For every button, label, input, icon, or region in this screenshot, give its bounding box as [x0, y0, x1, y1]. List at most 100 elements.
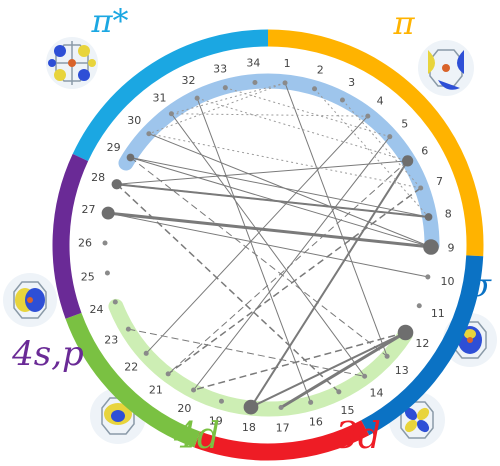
molecule-image-4sp: [3, 273, 57, 327]
node-label-11: 11: [431, 307, 445, 320]
orbital-node-23: [125, 326, 131, 332]
orbital-node-7: [418, 185, 424, 191]
edge-12-18: [250, 331, 406, 409]
orbital-node-17: [278, 404, 284, 410]
edge-33-5: [225, 87, 390, 138]
orbital-node-4: [365, 113, 371, 119]
orbital-node-2: [312, 86, 318, 92]
node-label-13: 13: [395, 364, 409, 377]
orbital-nodes: [101, 80, 439, 415]
node-label-27: 27: [82, 203, 96, 216]
node-label-28: 28: [91, 171, 105, 184]
edge-2-8: [314, 88, 429, 218]
edge-4-22: [145, 115, 369, 354]
orbital-node-10: [425, 274, 431, 280]
orbital-node-26: [102, 240, 108, 246]
orbital-node-8: [424, 213, 433, 221]
node-label-10: 10: [440, 275, 454, 288]
orbital-node-13: [384, 353, 390, 359]
node-label-23: 23: [104, 333, 118, 346]
group-label-sigma: σ: [469, 266, 492, 304]
orbital-node-12: [397, 324, 414, 341]
ring-segment-3d: [194, 420, 370, 461]
group-label-pi-star: π*: [90, 2, 128, 40]
edge-6-21: [167, 160, 408, 375]
inner-bands: [108, 73, 440, 417]
node-labels: 1234567891011121314151617181920212223242…: [78, 57, 454, 435]
node-label-6: 6: [421, 145, 428, 158]
node-label-24: 24: [90, 303, 104, 316]
orbital-node-20: [191, 387, 197, 393]
edge-28-8: [116, 183, 429, 218]
node-label-8: 8: [445, 208, 452, 221]
node-label-29: 29: [107, 141, 121, 154]
ring-segment-pi: [267, 29, 484, 257]
node-label-16: 16: [309, 416, 323, 429]
group-ring: [52, 29, 484, 461]
orbital-node-30: [146, 131, 152, 137]
orbital-node-27: [101, 206, 115, 220]
edge-6-28: [116, 160, 408, 185]
node-label-17: 17: [276, 421, 290, 434]
molecule-image-pi: [418, 40, 474, 96]
orbital-node-19: [218, 398, 224, 404]
node-label-34: 34: [246, 57, 260, 70]
upper-band: [118, 73, 440, 253]
edge-29-9: [130, 157, 432, 248]
edge-29-8: [130, 157, 429, 218]
edge-32-6: [197, 97, 408, 162]
orbital-node-3: [339, 97, 345, 103]
node-label-1: 1: [284, 57, 291, 70]
edge-28-15: [116, 183, 340, 393]
orbital-node-11: [416, 303, 422, 309]
edge-27-10: [108, 212, 428, 278]
orbital-node-18: [243, 399, 259, 415]
ring-segment-4d: [65, 312, 201, 448]
group-label-pi: π: [392, 4, 415, 42]
orbital-node-21: [165, 371, 171, 377]
group-labels: π* π σ 3d 4d 4s,p: [11, 2, 492, 457]
orbital-node-25: [104, 270, 110, 276]
ring-segment-sigma: [361, 255, 484, 436]
edge-12-17: [280, 331, 407, 409]
orbital-node-1: [282, 80, 288, 86]
edge-32-16: [196, 98, 312, 403]
orbital-node-32: [194, 95, 200, 101]
orbital-node-29: [126, 153, 135, 162]
node-label-2: 2: [317, 64, 324, 77]
node-label-22: 22: [124, 361, 138, 374]
orbital-node-6: [402, 155, 414, 167]
edge-5-20: [193, 136, 391, 391]
node-label-14: 14: [369, 386, 383, 399]
orbital-node-14: [362, 373, 368, 379]
ring-segment-4sp: [52, 153, 89, 319]
orbital-node-24: [112, 299, 118, 305]
node-label-25: 25: [81, 270, 95, 283]
node-label-30: 30: [127, 114, 141, 127]
node-label-4: 4: [377, 94, 384, 107]
orbital-node-22: [143, 350, 149, 356]
node-label-7: 7: [436, 175, 443, 188]
edge-12-20: [193, 331, 406, 391]
edge-29-13: [130, 157, 388, 357]
node-label-33: 33: [213, 62, 227, 75]
edge-6-18: [250, 160, 409, 408]
interaction-edges: [107, 82, 432, 409]
orbital-node-31: [168, 111, 174, 117]
node-label-3: 3: [348, 76, 355, 89]
molecule-image-pi-star: [46, 37, 98, 89]
group-label-4sp: 4s,p: [11, 334, 84, 374]
node-label-20: 20: [177, 402, 191, 415]
group-label-4d: 4d: [173, 416, 220, 457]
node-label-26: 26: [78, 237, 92, 250]
node-label-32: 32: [181, 74, 195, 87]
orbital-node-5: [387, 134, 393, 140]
node-label-31: 31: [153, 92, 167, 105]
orbital-node-9: [423, 239, 439, 255]
edge-1-13: [284, 82, 388, 357]
edge-23-14: [128, 328, 365, 377]
node-label-12: 12: [415, 337, 429, 350]
ring-segment-pi-star: [72, 29, 269, 162]
edge-9-27: [107, 211, 432, 249]
